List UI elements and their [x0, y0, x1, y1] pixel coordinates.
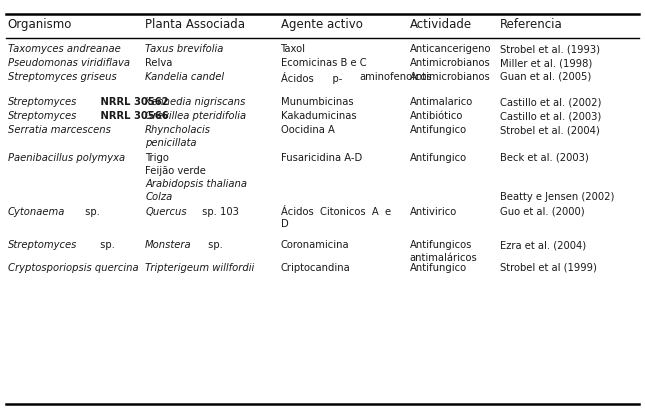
- Text: Antimicrobianos: Antimicrobianos: [410, 58, 490, 68]
- Text: Guan et al. (2005): Guan et al. (2005): [500, 72, 591, 82]
- Text: Beck et al. (2003): Beck et al. (2003): [500, 153, 589, 163]
- Text: Ecomicinas B e C: Ecomicinas B e C: [281, 58, 366, 68]
- Text: Antimalarico: Antimalarico: [410, 97, 473, 107]
- Text: Actividade: Actividade: [410, 18, 471, 31]
- Text: sp.: sp.: [82, 207, 99, 216]
- Text: Grevillea pteridifolia: Grevillea pteridifolia: [145, 111, 246, 121]
- Text: antimaláricos: antimaláricos: [410, 254, 477, 263]
- Text: Planta Associada: Planta Associada: [145, 18, 245, 31]
- Text: Pseudomonas viridiflava: Pseudomonas viridiflava: [8, 58, 130, 68]
- Text: Cytonaema: Cytonaema: [8, 207, 65, 216]
- Text: sp.: sp.: [97, 240, 115, 250]
- Text: Antibiótico: Antibiótico: [410, 111, 463, 121]
- Text: Colza: Colza: [145, 191, 172, 202]
- Text: Paenibacillus polymyxa: Paenibacillus polymyxa: [8, 153, 125, 163]
- Text: Fusaricidina A-D: Fusaricidina A-D: [281, 153, 362, 163]
- Text: Serratia marcescens: Serratia marcescens: [8, 125, 110, 135]
- Text: Strobel et al (1999): Strobel et al (1999): [500, 263, 597, 272]
- Text: Strobel et al. (2004): Strobel et al. (2004): [500, 125, 600, 135]
- Text: Streptomyces: Streptomyces: [8, 97, 77, 107]
- Text: Castillo et al. (2002): Castillo et al. (2002): [500, 97, 601, 107]
- Text: Rhyncholacis: Rhyncholacis: [145, 125, 211, 135]
- Text: Streptomyces: Streptomyces: [8, 111, 77, 121]
- Text: sp.: sp.: [205, 240, 223, 250]
- Text: NRRL 30566: NRRL 30566: [97, 111, 169, 121]
- Text: Organismo: Organismo: [8, 18, 72, 31]
- Text: Monstera: Monstera: [145, 240, 192, 250]
- Text: Trigo: Trigo: [145, 153, 169, 163]
- Text: Kennedia nigriscans: Kennedia nigriscans: [145, 97, 246, 107]
- Text: Beatty e Jensen (2002): Beatty e Jensen (2002): [500, 191, 614, 202]
- Text: Referencia: Referencia: [500, 18, 562, 31]
- Text: Taxus brevifolia: Taxus brevifolia: [145, 44, 224, 54]
- Text: Anticancerigeno: Anticancerigeno: [410, 44, 491, 54]
- Text: D: D: [281, 219, 288, 229]
- Text: Arabidopsis thaliana: Arabidopsis thaliana: [145, 179, 247, 189]
- Text: Kandelia candel: Kandelia candel: [145, 72, 224, 82]
- Text: Quercus: Quercus: [145, 207, 187, 216]
- Text: aminofenoicos: aminofenoicos: [360, 72, 433, 82]
- Text: Antifungicos: Antifungicos: [410, 240, 472, 250]
- Text: Antifungico: Antifungico: [410, 153, 467, 163]
- Text: Castillo et al. (2003): Castillo et al. (2003): [500, 111, 601, 121]
- Text: Miller et al. (1998): Miller et al. (1998): [500, 58, 592, 68]
- Text: Antivirico: Antivirico: [410, 207, 457, 216]
- Text: Ácidos  Citonicos  A  e: Ácidos Citonicos A e: [281, 207, 391, 216]
- Text: Coronamicina: Coronamicina: [281, 240, 349, 250]
- Text: Antimicrobianos: Antimicrobianos: [410, 72, 490, 82]
- Text: Tripterigeum willfordii: Tripterigeum willfordii: [145, 263, 254, 272]
- Text: Taxomyces andreanae: Taxomyces andreanae: [8, 44, 121, 54]
- Text: Antifungico: Antifungico: [410, 125, 467, 135]
- Text: NRRL 30562: NRRL 30562: [97, 97, 169, 107]
- Text: Ezra et al. (2004): Ezra et al. (2004): [500, 240, 586, 250]
- Text: Relva: Relva: [145, 58, 172, 68]
- Text: Agente activo: Agente activo: [281, 18, 362, 31]
- Text: Cryptosporiopsis quercina: Cryptosporiopsis quercina: [8, 263, 139, 272]
- Text: Oocidina A: Oocidina A: [281, 125, 335, 135]
- Text: Feijão verde: Feijão verde: [145, 166, 206, 176]
- Text: Strobel et al. (1993): Strobel et al. (1993): [500, 44, 600, 54]
- Text: sp. 103: sp. 103: [199, 207, 239, 216]
- Text: penicillata: penicillata: [145, 138, 197, 148]
- Text: Streptomyces: Streptomyces: [8, 240, 77, 250]
- Text: Antifungico: Antifungico: [410, 263, 467, 272]
- Text: Munumbicinas: Munumbicinas: [281, 97, 353, 107]
- Text: Criptocandina: Criptocandina: [281, 263, 350, 272]
- Text: Guo et al. (2000): Guo et al. (2000): [500, 207, 584, 216]
- Text: Kakadumicinas: Kakadumicinas: [281, 111, 356, 121]
- Text: Ácidos      p-: Ácidos p-: [281, 72, 342, 84]
- Text: Taxol: Taxol: [281, 44, 306, 54]
- Text: Streptomyces griseus: Streptomyces griseus: [8, 72, 117, 82]
